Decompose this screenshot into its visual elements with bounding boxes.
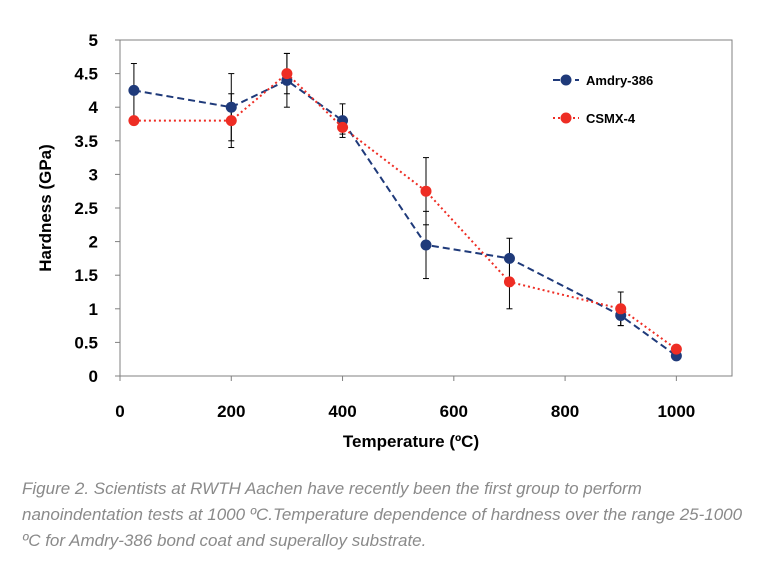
x-tick-label: 600 <box>440 402 468 421</box>
data-point-csmx-4 <box>337 121 349 133</box>
figure-caption: Figure 2. Scientists at RWTH Aachen have… <box>22 479 743 550</box>
data-point-csmx-4 <box>670 343 682 355</box>
y-tick-label: 3 <box>89 165 98 184</box>
y-axis-title: Hardness (GPa) <box>36 144 55 272</box>
data-point-csmx-4 <box>420 185 432 197</box>
data-point-amdry-386 <box>225 101 237 113</box>
legend-label-amdry-386: Amdry-386 <box>586 73 653 88</box>
data-point-csmx-4 <box>503 276 515 288</box>
x-tick-label: 0 <box>115 402 124 421</box>
x-tick-label: 1000 <box>657 402 695 421</box>
data-point-csmx-4 <box>615 303 627 315</box>
data-point-csmx-4 <box>225 115 237 127</box>
legend-label-csmx-4: CSMX-4 <box>586 111 636 126</box>
data-point-amdry-386 <box>503 252 515 264</box>
y-tick-label: 3.5 <box>74 132 98 151</box>
y-tick-label: 5 <box>89 31 98 50</box>
data-point-csmx-4 <box>281 68 293 80</box>
y-tick-label: 4 <box>89 98 99 117</box>
y-tick-label: 1.5 <box>74 266 98 285</box>
x-tick-label: 200 <box>217 402 245 421</box>
x-tick-label: 800 <box>551 402 579 421</box>
series-line-amdry-386 <box>133 79 677 357</box>
y-tick-label: 0 <box>89 367 98 386</box>
data-point-csmx-4 <box>128 115 140 127</box>
data-point-amdry-386 <box>420 239 432 251</box>
legend-marker-csmx-4 <box>560 112 572 124</box>
series-line-csmx-4 <box>133 72 677 350</box>
y-tick-label: 0.5 <box>74 333 98 352</box>
chart: 0 0.5 1 1.5 2 2.5 3 3.5 4 4.5 5 0 200 400 600 800 1000 Te… <box>36 31 733 451</box>
y-tick-label: 1 <box>89 300 98 319</box>
x-tick-label: 400 <box>328 402 356 421</box>
y-tick-label: 4.5 <box>74 65 98 84</box>
y-tick-label: 2.5 <box>74 199 98 218</box>
legend-marker-amdry-386 <box>560 74 572 86</box>
x-axis-title: Temperature (ºC) <box>343 432 479 451</box>
y-tick-label: 2 <box>89 233 98 252</box>
data-point-amdry-386 <box>128 84 140 96</box>
